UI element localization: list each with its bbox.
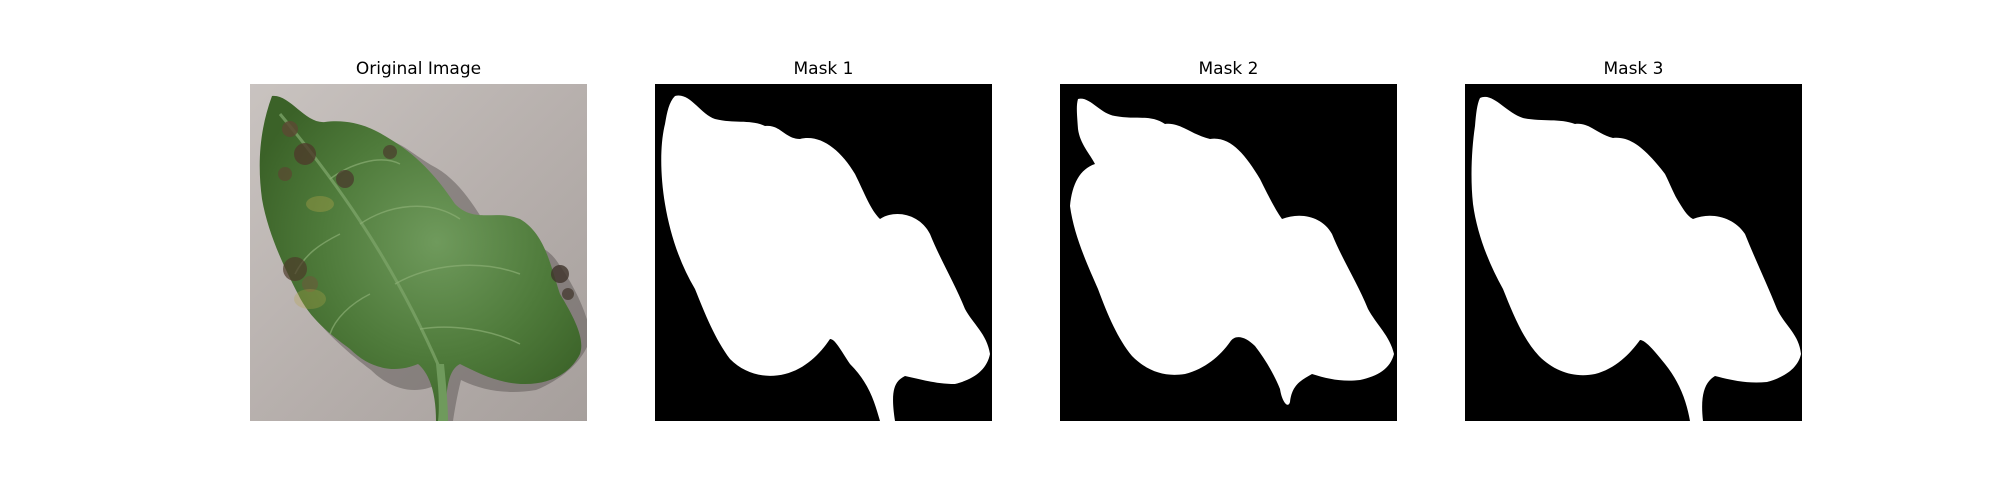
panel-title: Mask 1 <box>655 59 992 79</box>
original-leaf-photo <box>250 84 587 421</box>
panel-mask-1: Mask 1 <box>655 0 992 500</box>
panel-mask-3: Mask 3 <box>1465 0 1802 500</box>
mask-2-image <box>1060 84 1397 421</box>
mask-3-image <box>1465 84 1802 421</box>
panel-title: Mask 2 <box>1060 59 1397 79</box>
panel-title: Original Image <box>250 59 587 79</box>
panel-title: Mask 3 <box>1465 59 1802 79</box>
mask-1-image <box>655 84 992 421</box>
panel-mask-2: Mask 2 <box>1060 0 1397 500</box>
panel-original-image: Original Image <box>250 0 587 500</box>
